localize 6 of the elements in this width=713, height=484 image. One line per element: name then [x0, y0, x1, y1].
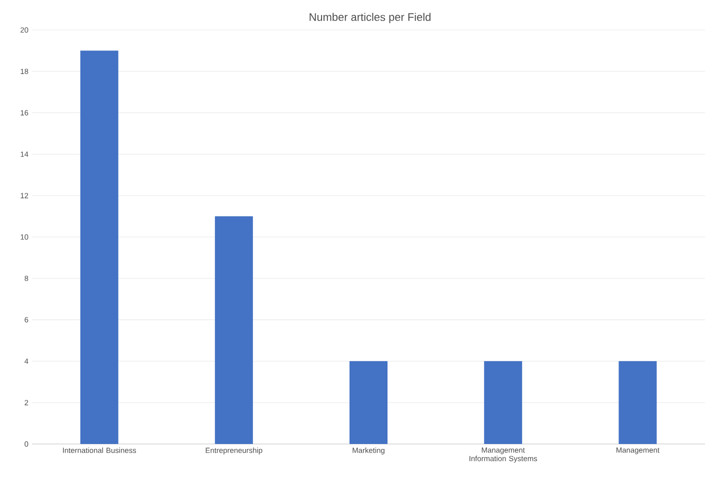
bar: [484, 361, 522, 444]
chart-title: Number articles per Field: [310, 12, 430, 24]
bar: [214, 216, 253, 444]
bar: [618, 361, 657, 444]
bar: [80, 50, 118, 444]
bar: [350, 361, 388, 444]
